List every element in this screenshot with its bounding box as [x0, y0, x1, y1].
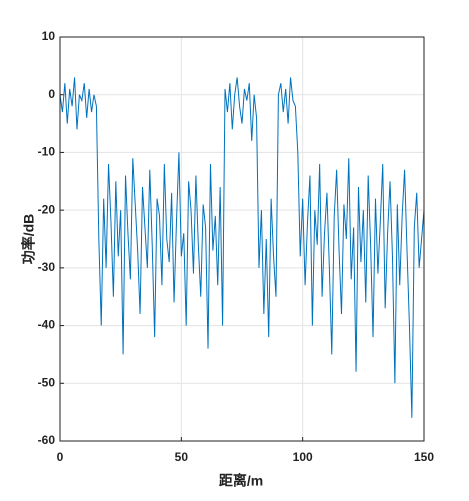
data-line	[59, 77, 425, 418]
x-tick-label: 150	[414, 450, 434, 464]
y-tick-label: -10	[38, 145, 56, 159]
x-tick-label: 50	[175, 450, 189, 464]
y-tick-label: -30	[38, 260, 56, 274]
y-tick-label: 0	[48, 87, 55, 101]
x-axis-label: 距离/m	[219, 473, 263, 489]
y-tick-label: -60	[38, 433, 56, 447]
x-tick-label: 0	[57, 450, 64, 464]
x-tick-label: 100	[293, 450, 313, 464]
y-tick-label: 10	[42, 29, 56, 43]
plot-frame	[59, 36, 425, 442]
y-tick-label: -50	[38, 375, 56, 389]
y-axis-label: 功率/dB	[21, 214, 37, 265]
y-tick-label: -20	[38, 202, 56, 216]
y-tick-label: -40	[38, 318, 56, 332]
